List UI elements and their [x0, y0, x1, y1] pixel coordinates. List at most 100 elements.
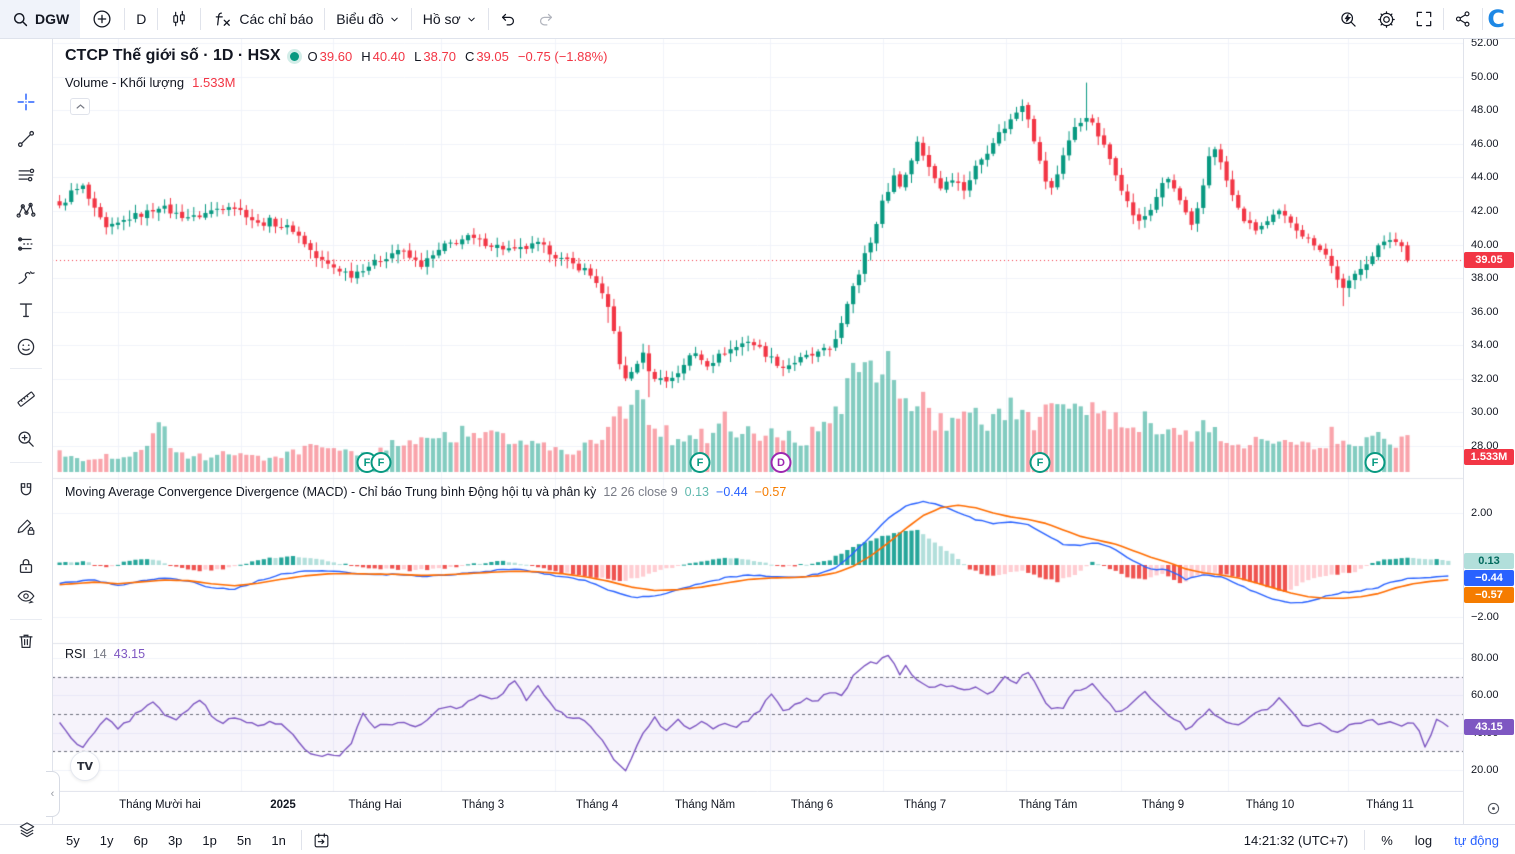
range-buttons: 5y 1y 6p 3p 1p 5n 1n [57, 825, 336, 854]
macd-axis-tick: −2.00 [1471, 611, 1499, 623]
share-icon[interactable] [1444, 0, 1482, 38]
toolbar-separator [300, 830, 302, 850]
legend-collapse-button[interactable] [70, 98, 90, 115]
brush-tool-icon[interactable] [13, 264, 39, 290]
object-tree-icon[interactable] [15, 818, 39, 842]
interval-button[interactable]: D [125, 0, 157, 38]
market-status-icon [289, 51, 299, 61]
low-value: 38.70 [423, 48, 456, 64]
draw-edit-tool-icon[interactable] [13, 514, 39, 540]
fx-icon [212, 9, 234, 29]
time-axis-label[interactable]: Tháng 7 [903, 799, 947, 811]
time-axis-label[interactable]: Tháng 9 [1141, 799, 1185, 811]
symbol-search-button[interactable]: DGW [0, 0, 81, 38]
price-axis-tick: 42.00 [1471, 204, 1499, 217]
macd-legend[interactable]: Moving Average Convergence Divergence (M… [65, 485, 786, 499]
hide-drawings-tool-icon[interactable] [13, 584, 39, 610]
drawing-toolbar [0, 38, 53, 854]
macd-line-badge: −0.44 [1464, 570, 1514, 586]
parallel-lines-tool-icon[interactable] [13, 162, 39, 188]
tradingview-logo[interactable]: TV [70, 751, 100, 781]
time-axis-label[interactable]: Tháng Năm [674, 799, 736, 811]
time-axis-label[interactable]: Tháng 3 [461, 799, 505, 811]
time-axis-label[interactable]: Tháng 11 [1366, 799, 1414, 811]
symbol-legend[interactable]: CTCP Thế giới số · 1D · HSX O 39.60 H 40.4… [65, 47, 608, 65]
interval-label: D [136, 11, 147, 27]
close-value: 39.05 [476, 48, 509, 64]
event-marker-f[interactable]: F [370, 452, 392, 473]
range-button-5n[interactable]: 5n [236, 832, 252, 848]
crosshair-tool-icon[interactable] [13, 89, 39, 115]
range-button-5y[interactable]: 5y [66, 832, 80, 848]
fib-tool-icon[interactable] [13, 231, 39, 257]
undo-button[interactable] [489, 0, 527, 38]
pattern-tool-icon[interactable] [13, 197, 39, 223]
range-button-3p[interactable]: 3p [167, 832, 183, 848]
percent-scale-button[interactable]: % [1381, 832, 1393, 848]
time-axis-label[interactable]: 2025 [270, 799, 296, 811]
auto-scale-button[interactable]: tự động [1454, 832, 1499, 848]
toolbar-separator [487, 8, 489, 30]
quick-search-icon[interactable] [1329, 0, 1367, 38]
time-axis-label[interactable]: Tháng Tám [1018, 799, 1078, 811]
profile-menu-button[interactable]: Hồ sơ [412, 0, 488, 38]
ruler-tool-icon[interactable] [13, 386, 39, 412]
magnet-tool-icon[interactable] [13, 478, 39, 504]
price-axis-tick: 34.00 [1471, 339, 1499, 352]
toolbar-separator [1443, 8, 1445, 30]
macd-line-value: −0.44 [716, 485, 748, 499]
rsi-value-badge: 43.15 [1464, 718, 1514, 735]
rsi-legend[interactable]: RSI 14 43.15 [65, 647, 145, 661]
time-axis-label[interactable]: Tháng 10 [1245, 799, 1295, 811]
settings-gear-icon[interactable] [1367, 0, 1405, 38]
time-axis-label[interactable]: Tháng 6 [790, 799, 834, 811]
event-marker-f[interactable]: F [689, 452, 711, 473]
clock[interactable]: 14:21:32 (UTC+7) [1243, 832, 1349, 848]
event-marker-f[interactable]: F [1364, 452, 1386, 473]
compare-add-button[interactable] [80, 0, 124, 38]
redo-button[interactable] [527, 0, 565, 38]
volume-label: Volume - Khối lượng [65, 75, 185, 90]
range-button-1p[interactable]: 1p [202, 832, 217, 848]
time-axis-label[interactable]: Tháng 4 [575, 799, 619, 811]
go-to-date-icon[interactable] [308, 827, 336, 853]
broker-logo[interactable]: C [1487, 5, 1505, 33]
event-marker-d[interactable]: D [770, 452, 792, 473]
time-axis-label[interactable]: Tháng Mười hai [119, 799, 201, 811]
emoji-tool-icon[interactable] [13, 334, 39, 360]
open-label: O [307, 48, 318, 64]
text-tool-icon[interactable] [13, 297, 39, 323]
top-toolbar: DGW D Các chỉ báo Biểu đồ Hồ [0, 0, 1515, 39]
toolbar-divider [10, 619, 42, 620]
axis-settings: 14:21:32 (UTC+7) % log tự động [1236, 825, 1507, 854]
range-button-1y[interactable]: 1y [99, 832, 114, 848]
range-button-1n[interactable]: 1n [271, 832, 286, 848]
toolbar-separator [124, 8, 126, 30]
rsi-axis-tick: 80.00 [1471, 651, 1499, 664]
chart-menu-button[interactable]: Biểu đồ [325, 0, 410, 38]
trend-line-tool-icon[interactable] [13, 126, 39, 152]
range-button-6p[interactable]: 6p [133, 832, 148, 848]
price-axis[interactable] [1463, 38, 1515, 824]
ohlc-values: O 39.60 H 40.40 L 38.70 C 39.05 −0.75 (−1.88… [308, 49, 608, 64]
zoom-in-tool-icon[interactable] [13, 426, 39, 452]
low-label: L [414, 48, 422, 64]
rsi-axis-tick: 60.00 [1471, 689, 1499, 702]
scroll-to-target-icon[interactable] [1482, 797, 1504, 819]
delete-tool-icon[interactable] [13, 628, 39, 654]
time-axis-label[interactable]: Tháng Hai [348, 799, 402, 811]
indicators-button[interactable]: Các chỉ báo [201, 0, 324, 38]
high-value: 40.40 [372, 48, 406, 64]
volume-legend[interactable]: Volume - Khối lượng 1.533M [65, 75, 236, 90]
bottom-toolbar: 5y 1y 6p 3p 1p 5n 1n 14:21:32 (UTC+7) % log tự… [0, 824, 1515, 854]
chart-style-button[interactable] [158, 0, 200, 38]
price-chart-canvas[interactable] [52, 38, 1463, 792]
toolbar-collapse-handle[interactable]: ‹ [46, 771, 60, 817]
open-value: 39.60 [319, 48, 353, 64]
event-marker-f[interactable]: F [1029, 452, 1051, 473]
price-axis-tick: 48.00 [1471, 104, 1499, 117]
fullscreen-icon[interactable] [1405, 0, 1443, 38]
rsi-axis-tick: 20.00 [1471, 763, 1499, 776]
log-scale-button[interactable]: log [1414, 832, 1433, 848]
lock-tool-icon[interactable] [13, 553, 39, 579]
